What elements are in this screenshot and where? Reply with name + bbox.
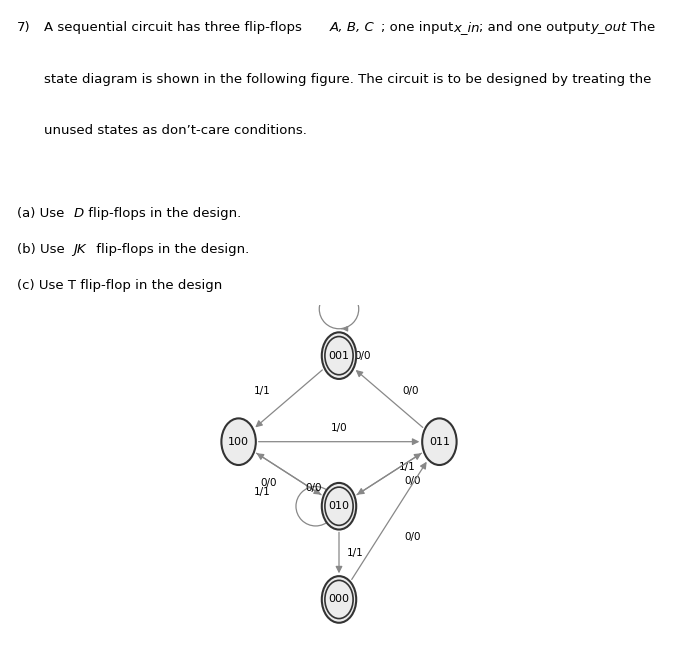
Text: 0/0: 0/0 xyxy=(404,476,421,486)
Text: 1/1: 1/1 xyxy=(254,386,271,396)
Text: 1/0: 1/0 xyxy=(331,423,347,433)
Text: 1/1: 1/1 xyxy=(399,461,416,472)
Text: 0/0: 0/0 xyxy=(354,351,371,361)
Text: 1/1: 1/1 xyxy=(346,548,363,558)
Text: (b) Use: (b) Use xyxy=(17,243,69,256)
Text: D: D xyxy=(73,207,83,220)
Ellipse shape xyxy=(322,332,356,379)
Text: flip-flops in the design.: flip-flops in the design. xyxy=(84,207,241,220)
Text: 100: 100 xyxy=(228,437,249,447)
Text: 010: 010 xyxy=(329,501,349,511)
Text: 1/1: 1/1 xyxy=(254,487,271,497)
Ellipse shape xyxy=(322,576,356,623)
Ellipse shape xyxy=(422,418,456,465)
Text: 000: 000 xyxy=(329,594,349,604)
Text: 011: 011 xyxy=(429,437,450,447)
Text: 0/0: 0/0 xyxy=(404,532,421,542)
Text: (a) Use: (a) Use xyxy=(17,207,68,220)
Text: ; one input: ; one input xyxy=(381,21,458,34)
Text: 7): 7) xyxy=(17,21,31,34)
Text: 0/0: 0/0 xyxy=(261,478,277,488)
Ellipse shape xyxy=(322,483,356,530)
Text: flip-flops in the design.: flip-flops in the design. xyxy=(92,243,249,256)
Text: y_out: y_out xyxy=(590,21,626,34)
Text: 001: 001 xyxy=(329,351,349,361)
Ellipse shape xyxy=(222,418,256,465)
Text: A sequential circuit has three flip-flops: A sequential circuit has three flip-flop… xyxy=(44,21,306,34)
Text: . The: . The xyxy=(622,21,656,34)
Text: x_in: x_in xyxy=(454,21,480,34)
Text: state diagram is shown in the following figure. The circuit is to be designed by: state diagram is shown in the following … xyxy=(44,72,652,86)
Text: 0/0: 0/0 xyxy=(403,386,419,396)
Text: A, B, C: A, B, C xyxy=(330,21,375,34)
Text: JK: JK xyxy=(73,243,86,256)
Text: unused states as don’t-care conditions.: unused states as don’t-care conditions. xyxy=(44,124,307,137)
Text: ; and one output: ; and one output xyxy=(479,21,595,34)
Text: 0/0: 0/0 xyxy=(306,483,322,493)
Text: (c) Use T flip-flop in the design: (c) Use T flip-flop in the design xyxy=(17,279,222,292)
